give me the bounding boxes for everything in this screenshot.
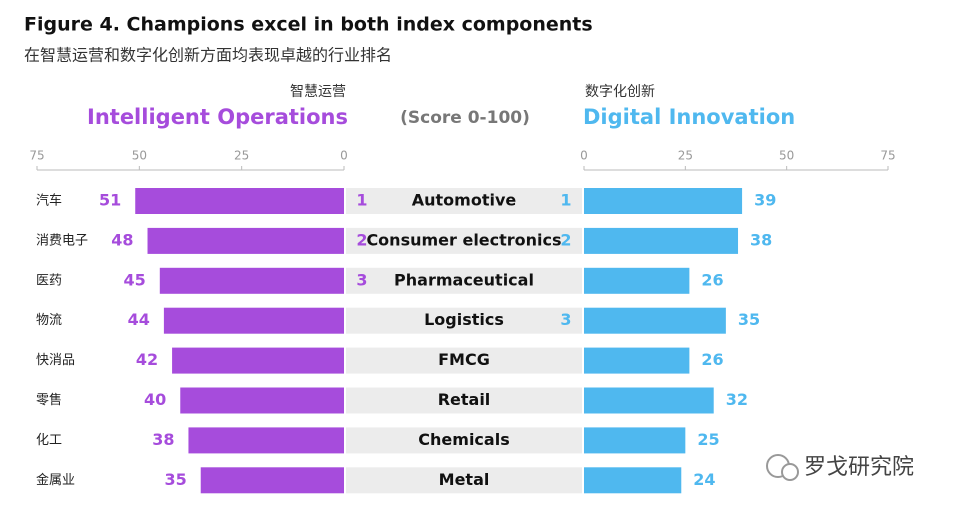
industry-label: Consumer electronics [366, 230, 561, 249]
bar [180, 387, 344, 414]
industry-label: Automotive [412, 191, 517, 210]
watermark: 罗戈研究院 [804, 455, 914, 480]
chart-title: Figure 4. Champions excel in both index … [24, 14, 593, 36]
bar [584, 188, 743, 214]
value-label: 38 [152, 430, 174, 449]
rank-label: 2 [560, 230, 571, 249]
center-band [346, 188, 582, 214]
value-label: 42 [136, 350, 158, 369]
category-label: 快消品 [36, 353, 75, 368]
value-label: 26 [701, 270, 723, 289]
value-label: 24 [693, 470, 715, 489]
center-band [346, 347, 582, 374]
bar [584, 307, 726, 334]
center-band [346, 227, 582, 254]
bar [147, 227, 344, 254]
center-band [346, 427, 582, 454]
category-label: 医药 [36, 273, 62, 288]
bar [172, 347, 344, 374]
value-label: 26 [701, 350, 723, 369]
industry-label: FMCG [438, 350, 490, 369]
value-label: 40 [144, 390, 166, 409]
value-label: 44 [128, 310, 150, 329]
center-band [346, 387, 582, 414]
left-header-cn: 智慧运营 [290, 84, 346, 100]
x-tick-label: 25 [678, 149, 693, 163]
bar [159, 267, 344, 294]
value-label: 39 [754, 191, 776, 210]
bar [135, 188, 344, 214]
bar [584, 227, 739, 254]
bar [584, 267, 690, 294]
scale-label: (Score 0-100) [400, 108, 530, 128]
bar [584, 347, 690, 374]
bar [584, 427, 686, 454]
x-tick-label: 50 [132, 149, 147, 163]
value-label: 51 [99, 191, 121, 210]
chart-subtitle: 在智慧运营和数字化创新方面均表现卓越的行业排名 [24, 46, 392, 65]
center-band [346, 307, 582, 334]
category-label: 零售 [36, 392, 62, 408]
center-band [346, 467, 582, 494]
center-band [346, 267, 582, 294]
value-label: 35 [164, 470, 186, 489]
x-tick-label: 75 [880, 149, 895, 163]
x-tick-label: 50 [779, 149, 794, 163]
x-tick-label: 75 [29, 149, 44, 163]
category-label: 物流 [36, 313, 62, 328]
rank-label: 3 [356, 270, 367, 289]
industry-label: Logistics [424, 310, 504, 329]
rank-label: 1 [356, 191, 367, 210]
watermark-icon [766, 454, 799, 481]
rank-label: 2 [356, 230, 367, 249]
value-label: 38 [750, 230, 772, 249]
bar [188, 427, 344, 454]
right-header: Digital Innovation [583, 105, 795, 129]
rank-label: 1 [560, 191, 571, 210]
industry-label: Retail [438, 390, 491, 409]
rank-label: 3 [560, 310, 571, 329]
bar [584, 467, 682, 494]
bar [163, 307, 344, 334]
category-label: 汽车 [36, 193, 62, 209]
x-tick-label: 0 [580, 149, 588, 163]
industry-label: Metal [439, 470, 490, 489]
x-tick-label: 25 [234, 149, 249, 163]
value-label: 35 [738, 310, 760, 329]
category-label: 金属业 [36, 472, 75, 488]
value-label: 32 [726, 390, 748, 409]
x-tick-label: 0 [340, 149, 348, 163]
value-label: 25 [697, 430, 719, 449]
value-label: 45 [124, 270, 146, 289]
bar [584, 387, 714, 414]
industry-label: Pharmaceutical [394, 270, 534, 289]
category-label: 消费电子 [36, 233, 88, 248]
left-header: Intelligent Operations [87, 105, 348, 129]
category-label: 化工 [36, 433, 62, 448]
right-header-cn: 数字化创新 [585, 84, 655, 100]
bar [200, 467, 344, 494]
industry-label: Chemicals [418, 430, 509, 449]
value-label: 48 [111, 230, 133, 249]
